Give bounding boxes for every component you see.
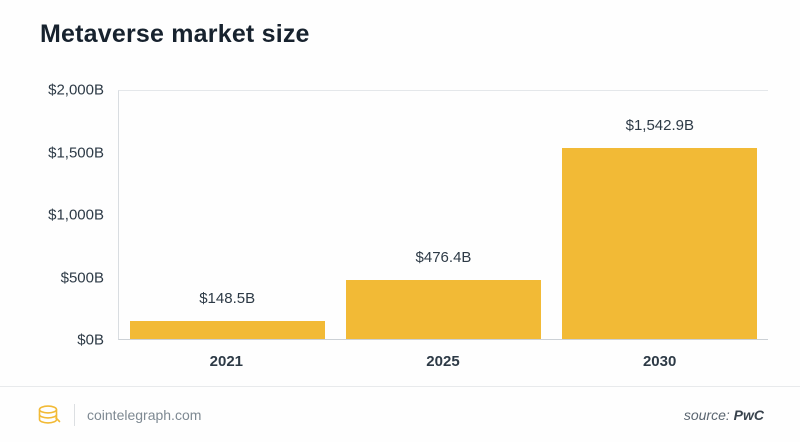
y-tick: $1,000B [48, 206, 104, 224]
y-tick: $500B [60, 269, 104, 286]
source-prefix: source: [683, 406, 734, 423]
footer: cointelegraph.com source: PwC [0, 386, 800, 442]
bar-value-label: $476.4B [415, 248, 472, 266]
page-title: Metaverse market size [40, 20, 310, 48]
x-axis: 2021 2025 2030 [118, 353, 768, 370]
bar-group-2030: $1,542.9B [562, 91, 758, 339]
cointelegraph-coins-icon [36, 402, 62, 428]
divider [74, 403, 75, 426]
bar-group-2025: $476.4B [346, 91, 541, 339]
bar [562, 147, 758, 339]
bar [129, 320, 325, 339]
brand-text: cointelegraph.com [87, 406, 202, 423]
y-tick: $0B [77, 331, 104, 349]
bar-value-label: $1,542.9B [625, 116, 695, 134]
x-tick-label: 2025 [426, 353, 460, 370]
y-tick: $2,000B [48, 81, 104, 99]
x-tick-label: 2030 [642, 353, 677, 370]
chart-region: $2,000B $1,500B $1,000B $500B $0B $148.5… [40, 82, 768, 370]
plot-wrap: $148.5B $476.4B $1,542.9B 2021 2025 2030 [118, 90, 768, 370]
footer-brand: cointelegraph.com [36, 402, 201, 428]
y-axis: $2,000B $1,500B $1,000B $500B $0B [40, 82, 118, 349]
source-name: PwC [733, 406, 764, 423]
y-tick: $1,500B [48, 144, 104, 161]
x-tick-label: 2021 [209, 353, 244, 370]
plot-area: $148.5B $476.4B $1,542.9B [118, 90, 768, 340]
bar [346, 279, 541, 339]
bar-value-label: $148.5B [199, 289, 256, 307]
bar-group-2021: $148.5B [129, 91, 325, 339]
source-credit: source: PwC [684, 407, 764, 423]
